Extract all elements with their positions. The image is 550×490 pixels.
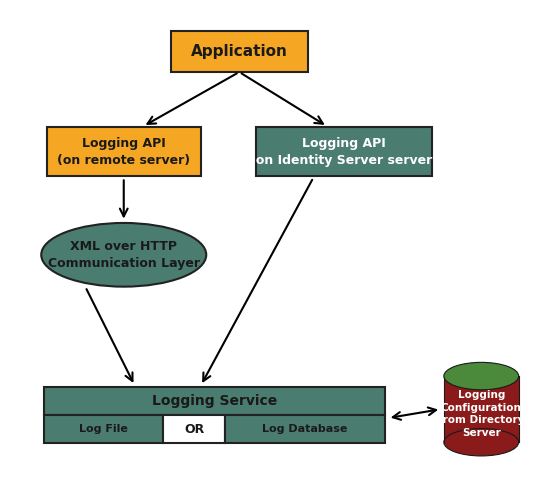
Text: XML over HTTP
Communication Layer: XML over HTTP Communication Layer: [48, 240, 200, 270]
FancyBboxPatch shape: [170, 30, 308, 72]
FancyBboxPatch shape: [256, 127, 432, 176]
Ellipse shape: [444, 363, 519, 390]
Text: Log Database: Log Database: [262, 424, 348, 434]
FancyBboxPatch shape: [444, 376, 519, 442]
FancyBboxPatch shape: [163, 416, 225, 443]
FancyBboxPatch shape: [44, 416, 163, 443]
Text: Logging
Configuration
from Directory
Server: Logging Configuration from Directory Ser…: [438, 390, 525, 438]
Text: Logging API
(on Identity Server server): Logging API (on Identity Server server): [250, 137, 438, 167]
Text: Logging API
(on remote server): Logging API (on remote server): [57, 137, 190, 167]
Text: Application: Application: [191, 44, 288, 59]
Text: Logging Service: Logging Service: [152, 394, 277, 408]
FancyBboxPatch shape: [225, 416, 385, 443]
Text: OR: OR: [184, 423, 204, 436]
Text: Log File: Log File: [79, 424, 128, 434]
Ellipse shape: [41, 223, 206, 287]
FancyBboxPatch shape: [47, 127, 201, 176]
Ellipse shape: [444, 428, 519, 456]
FancyBboxPatch shape: [44, 387, 385, 416]
